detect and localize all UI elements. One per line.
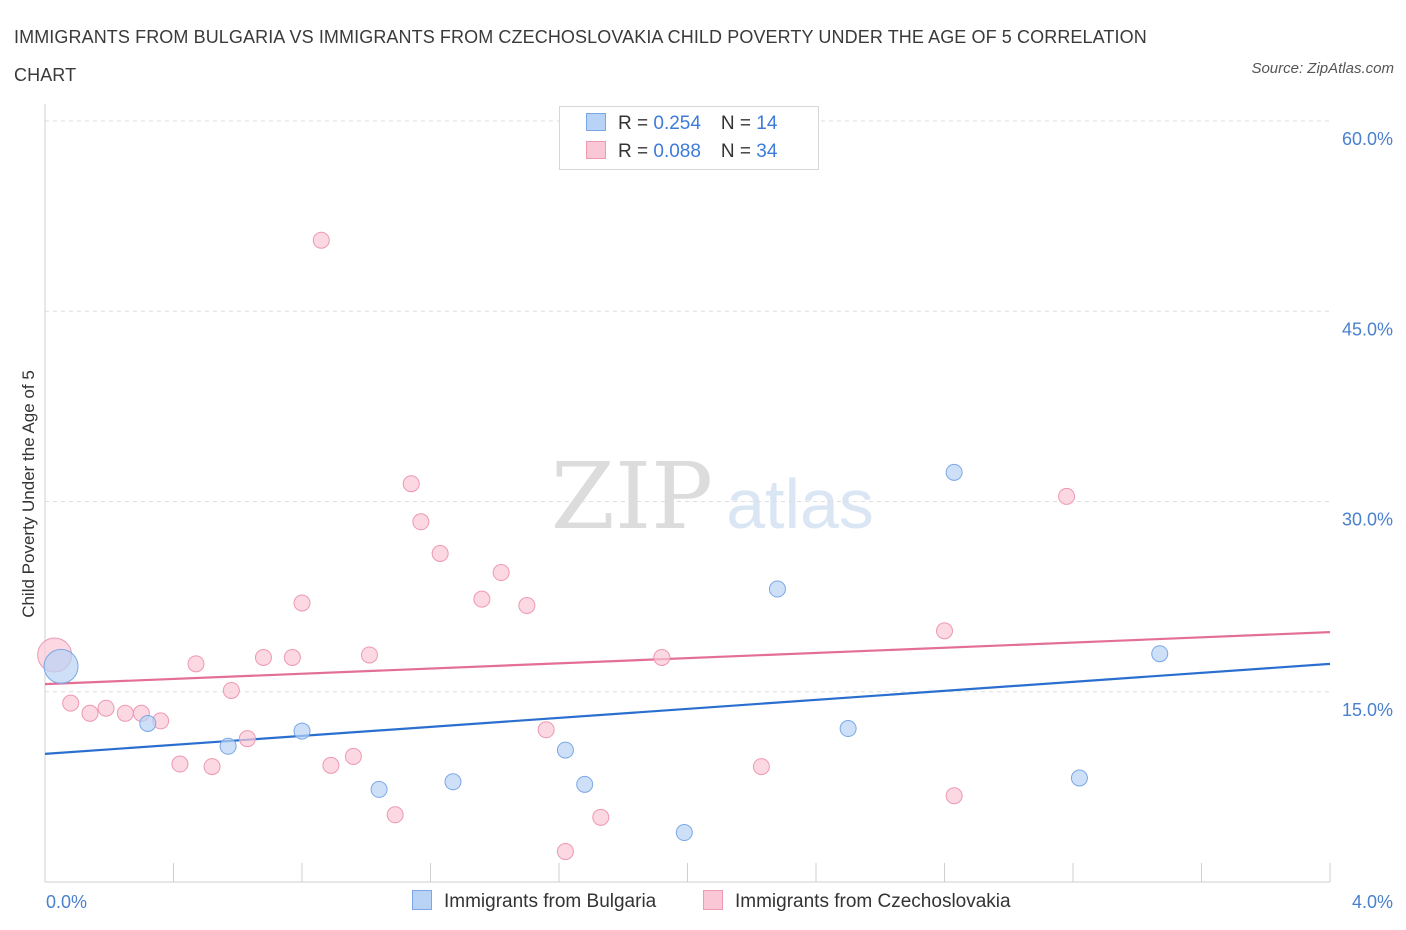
czechoslovakia-point <box>653 649 671 667</box>
bulgaria-point <box>444 773 462 791</box>
czechoslovakia-point <box>293 594 311 612</box>
axes <box>44 104 1331 883</box>
tick-labels: 15.0% 30.0% 45.0% 60.0% 0.0% 4.0% <box>46 129 1393 912</box>
n-label: N = <box>720 141 757 162</box>
bulgaria-point <box>576 775 594 793</box>
czechoslovakia-swatch <box>703 890 723 910</box>
data-points <box>37 231 1169 861</box>
watermark-zip: ZIP <box>551 443 713 550</box>
y-axis-label: Child Poverty Under the Age of 5 <box>19 370 38 618</box>
czechoslovakia-point <box>81 704 99 722</box>
czechoslovakia-point <box>936 622 953 640</box>
y-tick-label: 60.0% <box>1342 129 1393 149</box>
y-tick-label: 45.0% <box>1342 319 1393 339</box>
r-value: 0.088 <box>653 141 701 162</box>
czechoslovakia-point <box>386 806 404 824</box>
czechoslovakia-point <box>187 655 205 673</box>
czechoslovakia-point <box>254 649 272 667</box>
bulgaria-swatch <box>412 890 432 910</box>
bulgaria-point <box>839 720 857 738</box>
czechoslovakia-point <box>1058 487 1076 505</box>
bulgaria-point <box>293 722 311 740</box>
czechoslovakia-point <box>402 475 420 493</box>
czechoslovakia-point <box>412 513 430 531</box>
chart-title: IMMIGRANTS FROM BULGARIA VS IMMIGRANTS F… <box>14 27 1147 85</box>
watermark-atlas: atlas <box>726 465 874 543</box>
n-value: 14 <box>756 113 778 134</box>
czechoslovakia-point <box>473 590 491 608</box>
grid-lines <box>45 120 1330 693</box>
czechoslovakia-point <box>62 694 80 712</box>
y-tick-label: 15.0% <box>1342 700 1393 720</box>
czechoslovakia-point <box>171 755 189 773</box>
bulgaria-point <box>768 580 786 598</box>
stats-row-bulgaria: R = 0.254 N = 14 <box>586 113 777 137</box>
czechoslovakia-point <box>344 747 362 765</box>
czechoslovakia-point <box>116 704 134 722</box>
czechoslovakia-point <box>592 808 610 826</box>
bulgaria-point <box>556 741 574 759</box>
bulgaria-point <box>370 780 388 798</box>
bulgaria-trend-line <box>44 662 1331 755</box>
r-value: 0.254 <box>653 113 701 134</box>
czechoslovakia-point <box>97 699 115 717</box>
czechoslovakia-point <box>537 721 555 739</box>
czechoslovakia-point <box>518 597 536 615</box>
czechoslovakia-point <box>238 730 256 748</box>
czechoslovakia-point <box>945 787 963 805</box>
bulgaria-point <box>139 714 157 732</box>
czechoslovakia-point <box>322 756 340 774</box>
y-tick-label: 30.0% <box>1342 510 1393 530</box>
czechoslovakia-point <box>556 843 574 861</box>
r-label: R = <box>618 141 654 162</box>
czechoslovakia-swatch <box>586 141 606 159</box>
czechoslovakia-point <box>492 564 510 582</box>
bulgaria-point <box>219 737 237 755</box>
czechoslovakia-point <box>222 681 240 699</box>
trend-lines <box>44 631 1331 755</box>
r-label: R = <box>618 113 654 134</box>
n-label: N = <box>720 113 757 134</box>
bulgaria-point <box>43 648 79 684</box>
czechoslovakia-trend-line <box>44 631 1331 686</box>
legend-label: Immigrants from Czechoslovakia <box>735 891 1011 912</box>
bulgaria-point <box>675 824 693 842</box>
legend-item-bulgaria: Immigrants from Bulgaria <box>412 890 656 913</box>
stats-legend: R = 0.254 N = 14 R = 0.088 N = 34 <box>559 106 819 170</box>
czechoslovakia-point <box>283 649 301 667</box>
czechoslovakia-point <box>360 646 378 664</box>
czechoslovakia-point <box>431 545 449 563</box>
bulgaria-point <box>1151 645 1169 663</box>
x-tick-label: 0.0% <box>46 892 87 912</box>
source-label: Source: ZipAtlas.com <box>1251 60 1394 77</box>
bulgaria-point <box>1070 769 1088 787</box>
legend-item-czechoslovakia: Immigrants from Czechoslovakia <box>703 890 1011 913</box>
bulgaria-point <box>945 463 963 481</box>
stats-row-czechoslovakia: R = 0.088 N = 34 <box>586 141 777 165</box>
czechoslovakia-point <box>752 758 770 776</box>
n-value: 34 <box>756 141 778 162</box>
bulgaria-swatch <box>586 113 606 131</box>
czechoslovakia-point <box>312 231 330 249</box>
legend-label: Immigrants from Bulgaria <box>444 891 657 912</box>
czechoslovakia-point <box>203 758 221 776</box>
x-tick-label: 4.0% <box>1352 892 1393 912</box>
